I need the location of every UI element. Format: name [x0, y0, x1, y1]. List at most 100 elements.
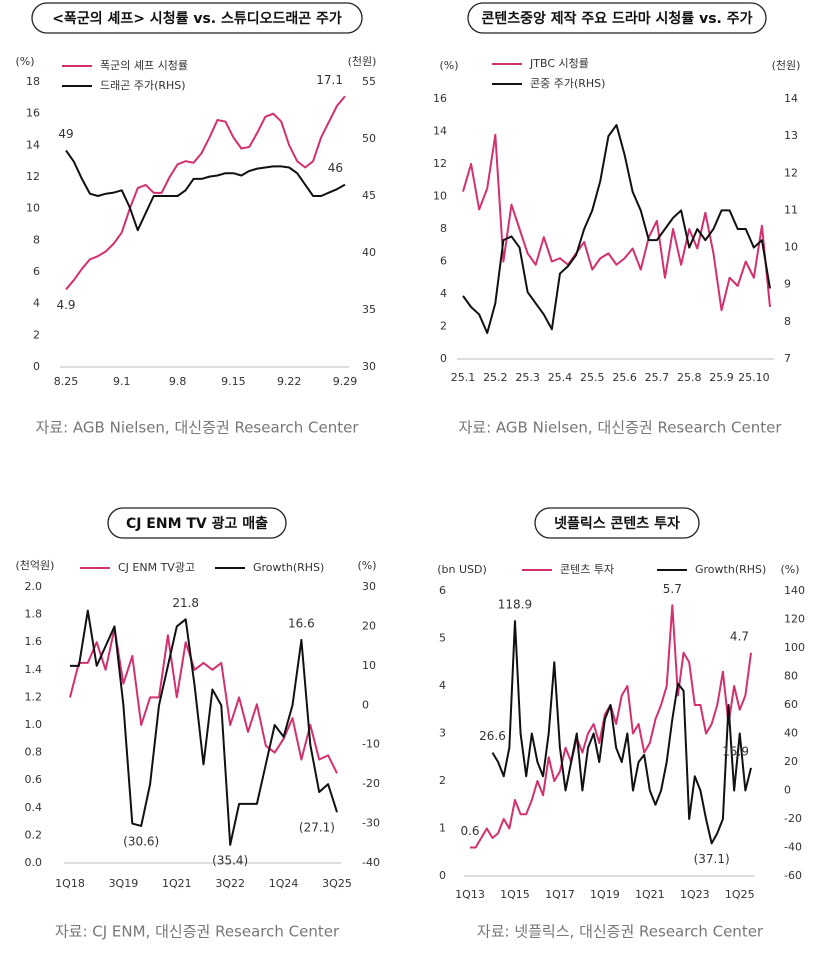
x-tick-label: 1Q13	[455, 888, 485, 901]
x-tick-label: 1Q19	[590, 888, 620, 901]
title-pill	[467, 2, 767, 34]
y-tick-label: 6	[439, 584, 446, 597]
source: 자료: AGB Nielsen, 대신증권 Research Center	[36, 419, 360, 437]
value-label: 15.9	[722, 744, 749, 758]
value-label: 16.6	[288, 616, 315, 630]
y-tick-label: 2	[33, 328, 40, 341]
value-label: 21.8	[172, 596, 199, 610]
y2-tick-label: -20	[362, 777, 380, 790]
x-tick-label: 3Q19	[109, 877, 139, 890]
y-tick-label: 4	[33, 297, 40, 310]
value-label: 118.9	[498, 598, 532, 612]
x-tick-label: 3Q22	[215, 877, 245, 890]
y2-tick-label: 35	[362, 303, 376, 316]
legend-label: Growth(RHS)	[695, 563, 766, 576]
y2-axis-unit: (천원)	[772, 58, 801, 72]
y2-tick-label: 10	[784, 241, 798, 254]
x-tick-label: 25.9	[709, 371, 734, 384]
y2-tick-label: 13	[784, 129, 798, 142]
value-label: (35.4)	[212, 853, 248, 867]
source: 자료: CJ ENM, 대신증권 Research Center	[55, 923, 340, 941]
series-line	[470, 604, 752, 849]
y2-tick-label: 50	[362, 132, 376, 145]
y2-tick-label: 9	[784, 278, 791, 291]
x-tick-label: 25.8	[677, 371, 702, 384]
x-tick-label: 1Q21	[635, 888, 665, 901]
y-tick-label: 1.4	[25, 663, 43, 676]
series-line	[65, 149, 346, 232]
y-axis-unit: (bn USD)	[437, 563, 487, 576]
value-label: 49	[58, 127, 73, 141]
source: 자료: AGB Nielsen, 대신증권 Research Center	[459, 419, 783, 437]
y2-tick-label: 120	[784, 613, 805, 626]
legend-label: JTBC 시청률	[529, 57, 589, 70]
y-tick-label: 1.0	[25, 718, 43, 731]
y-tick-label: 0.2	[25, 828, 43, 841]
x-tick-label: 25.1	[451, 371, 476, 384]
title-pill	[31, 2, 363, 34]
x-tick-label: 8.25	[54, 375, 79, 388]
y-tick-label: 0.8	[25, 746, 43, 759]
y2-tick-label: 40	[362, 246, 376, 259]
x-tick-label: 25.6	[612, 371, 637, 384]
y-tick-label: 2.0	[25, 580, 43, 593]
y2-axis-unit: (%)	[357, 559, 376, 572]
x-tick-label: 3Q25	[322, 877, 352, 890]
y2-tick-label: 14	[784, 92, 798, 105]
y2-tick-label: -10	[362, 738, 380, 751]
y-tick-label: 4	[440, 287, 447, 300]
y-tick-label: 14	[26, 138, 40, 151]
value-label: (27.1)	[299, 821, 335, 835]
y2-tick-label: 45	[362, 189, 376, 202]
y2-tick-label: 11	[784, 203, 798, 216]
y2-tick-label: 10	[362, 659, 376, 672]
x-tick-label: 25.5	[580, 371, 605, 384]
y2-tick-label: 20	[362, 619, 376, 632]
y-tick-label: 1.2	[25, 690, 43, 703]
x-tick-label: 9.22	[277, 375, 302, 388]
y-tick-label: 0	[33, 360, 40, 373]
y-tick-label: 0	[439, 869, 446, 882]
y-tick-label: 16	[26, 107, 40, 120]
x-tick-label: 9.15	[221, 375, 246, 388]
y-tick-label: 2	[439, 774, 446, 787]
y-axis-unit: (%)	[15, 55, 34, 68]
y-tick-label: 10	[433, 190, 447, 203]
chart-title: <폭군의 셰프> 시청률 vs. 스튜디오드래곤 주가	[52, 10, 342, 27]
y-tick-label: 16	[433, 92, 447, 105]
chart-title: 콘텐츠중앙 제작 주요 드라마 시청률 vs. 주가	[482, 10, 753, 27]
x-tick-label: 1Q23	[680, 888, 710, 901]
value-label: (30.6)	[123, 834, 159, 848]
legend-label: CJ ENM TV광고	[118, 561, 195, 574]
y-tick-label: 1.6	[25, 635, 43, 648]
x-tick-label: 1Q21	[162, 877, 192, 890]
y-tick-label: 12	[26, 170, 40, 183]
y-tick-label: 0.4	[25, 801, 43, 814]
y-tick-label: 12	[433, 157, 447, 170]
y2-tick-label: 140	[784, 584, 805, 597]
y-tick-label: 10	[26, 202, 40, 215]
title-pill	[534, 507, 700, 539]
y2-tick-label: 12	[784, 166, 798, 179]
value-label: 26.6	[479, 729, 506, 743]
y2-tick-label: 55	[362, 75, 376, 88]
x-tick-label: 1Q24	[269, 877, 299, 890]
y-tick-label: 1	[439, 822, 446, 835]
y2-axis-unit: (%)	[780, 563, 799, 576]
y-tick-label: 3	[439, 727, 446, 740]
series-line	[69, 627, 338, 774]
y-tick-label: 5	[439, 632, 446, 645]
series-line	[65, 95, 346, 291]
y2-tick-label: 20	[784, 755, 798, 768]
y2-tick-label: 40	[784, 727, 798, 740]
series-line	[70, 609, 338, 846]
x-tick-label: 9.8	[169, 375, 187, 388]
y2-tick-label: 30	[362, 360, 376, 373]
chart-title: CJ ENM TV 광고 매출	[126, 515, 268, 532]
y2-tick-label: -20	[784, 812, 802, 825]
y2-tick-label: -40	[362, 856, 380, 869]
x-tick-label: 1Q17	[545, 888, 575, 901]
x-tick-label: 1Q18	[55, 877, 85, 890]
value-label: 4.7	[730, 629, 749, 643]
